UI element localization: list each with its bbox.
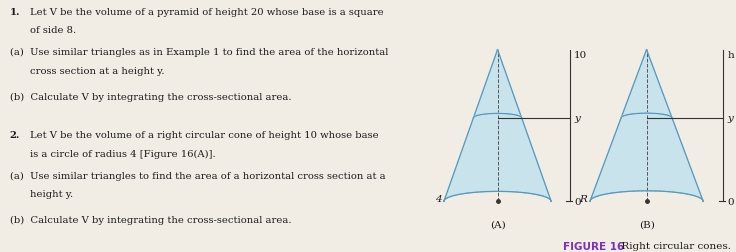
Text: height y.: height y. bbox=[29, 190, 73, 199]
Polygon shape bbox=[473, 114, 522, 118]
Text: cross section at a height y.: cross section at a height y. bbox=[29, 67, 164, 75]
Text: 0: 0 bbox=[728, 197, 735, 206]
Text: (b)  Calculate V by integrating the cross-sectional area.: (b) Calculate V by integrating the cross… bbox=[10, 92, 291, 101]
Text: Let V be the volume of a pyramid of height 20 whose base is a square: Let V be the volume of a pyramid of heig… bbox=[29, 8, 383, 17]
Text: Let V be the volume of a right circular cone of height 10 whose base: Let V be the volume of a right circular … bbox=[29, 131, 378, 140]
Text: (b)  Calculate V by integrating the cross-sectional area.: (b) Calculate V by integrating the cross… bbox=[10, 215, 291, 225]
Text: 1.: 1. bbox=[10, 8, 20, 17]
Text: (a)  Use similar triangles to find the area of a horizontal cross section at a: (a) Use similar triangles to find the ar… bbox=[10, 171, 385, 180]
Text: is a circle of radius 4 [Figure 16(A)].: is a circle of radius 4 [Figure 16(A)]. bbox=[29, 149, 216, 158]
Text: Right circular cones.: Right circular cones. bbox=[615, 241, 732, 250]
Text: 2.: 2. bbox=[10, 131, 20, 140]
Polygon shape bbox=[590, 50, 703, 202]
Text: h: h bbox=[728, 50, 735, 59]
Text: y: y bbox=[574, 114, 580, 123]
Text: y: y bbox=[728, 114, 734, 123]
Text: (A): (A) bbox=[489, 220, 506, 229]
Polygon shape bbox=[621, 114, 672, 118]
Text: (a)  Use similar triangles as in Example 1 to find the area of the horizontal: (a) Use similar triangles as in Example … bbox=[10, 48, 388, 57]
Text: R: R bbox=[579, 194, 587, 203]
Text: 10: 10 bbox=[574, 50, 587, 59]
Text: of side 8.: of side 8. bbox=[29, 26, 76, 35]
Polygon shape bbox=[444, 50, 551, 202]
Text: (B): (B) bbox=[639, 220, 654, 229]
Text: 0: 0 bbox=[574, 197, 581, 206]
Text: 4: 4 bbox=[434, 194, 441, 203]
Text: FIGURE 16: FIGURE 16 bbox=[563, 241, 624, 251]
